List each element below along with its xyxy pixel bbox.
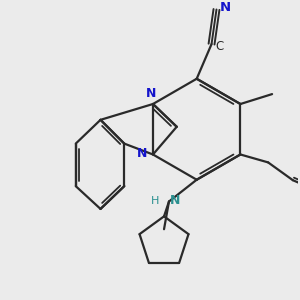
Text: N: N xyxy=(146,87,156,100)
Text: N: N xyxy=(220,1,231,14)
Text: H: H xyxy=(151,196,159,206)
Text: N: N xyxy=(137,147,147,160)
Text: N: N xyxy=(170,194,180,207)
Text: C: C xyxy=(215,40,224,52)
